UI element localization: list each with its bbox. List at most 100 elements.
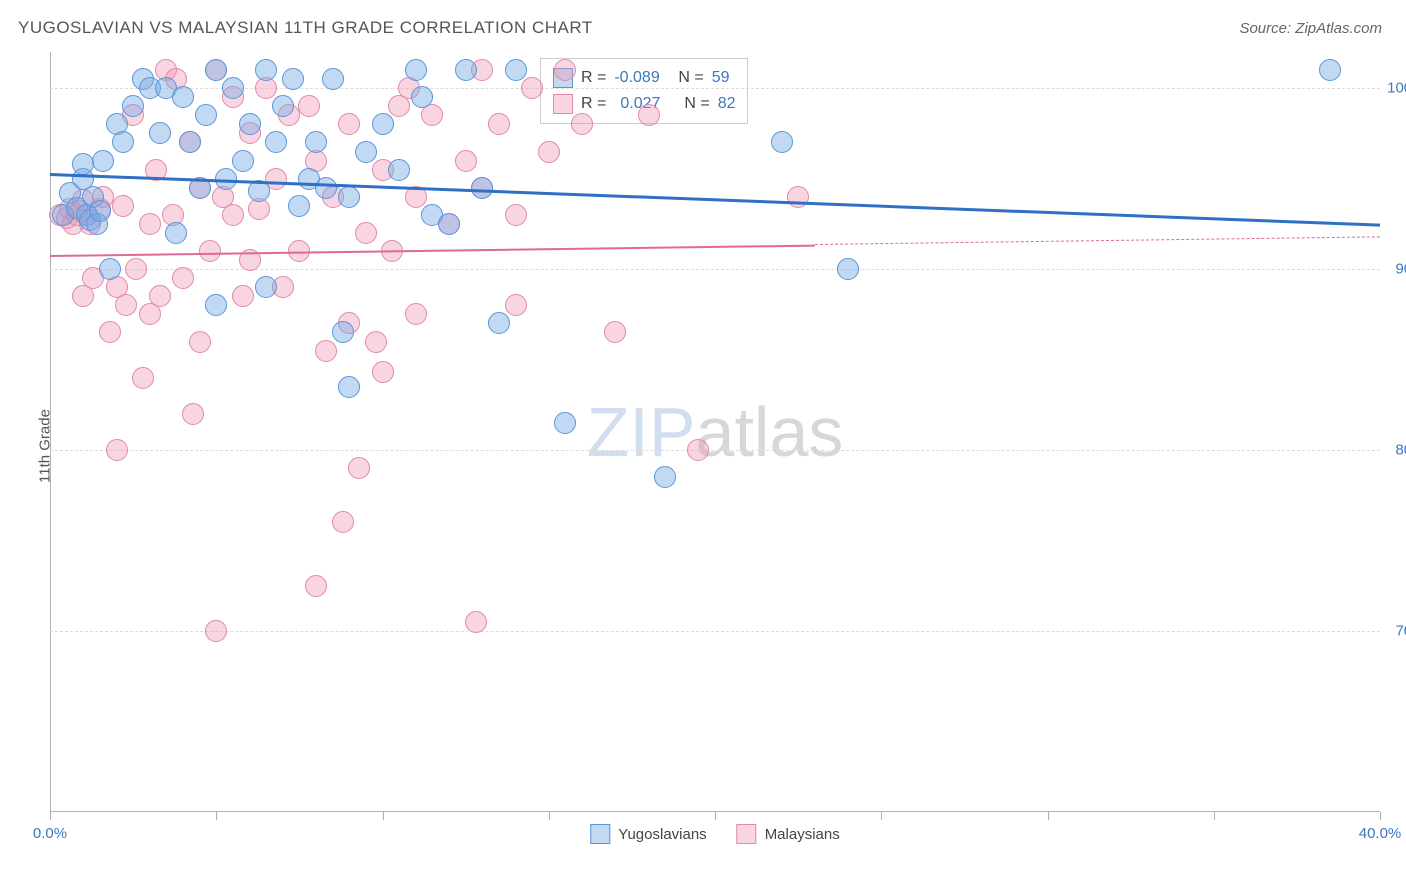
data-point (189, 331, 211, 353)
data-point (172, 267, 194, 289)
x-tick (216, 812, 217, 820)
legend-item-yugoslavians: Yugoslavians (590, 824, 706, 844)
data-point (837, 258, 859, 280)
data-point (205, 294, 227, 316)
x-tick (549, 812, 550, 820)
data-point (172, 86, 194, 108)
data-point (255, 276, 277, 298)
data-point (315, 340, 337, 362)
swatch-malaysians (553, 94, 573, 114)
y-tick-label: 70.0% (1384, 623, 1406, 640)
y-tick-label: 80.0% (1384, 442, 1406, 459)
data-point (488, 312, 510, 334)
gridline (50, 88, 1380, 89)
legend-row-yugoslavians: R = -0.089 N = 59 (553, 65, 735, 91)
data-point (405, 59, 427, 81)
source-attribution: Source: ZipAtlas.com (1239, 20, 1382, 37)
legend-label-yugoslavians: Yugoslavians (618, 826, 706, 843)
data-point (538, 141, 560, 163)
data-point (488, 113, 510, 135)
data-point (505, 204, 527, 226)
data-point (554, 59, 576, 81)
trend-line (815, 237, 1380, 246)
x-tick (1214, 812, 1215, 820)
x-tick (881, 812, 882, 820)
data-point (182, 403, 204, 425)
data-point (322, 68, 344, 90)
data-point (272, 95, 294, 117)
data-point (222, 77, 244, 99)
data-point (438, 213, 460, 235)
data-point (405, 303, 427, 325)
scatter-plot: ZIPatlas R = -0.089 N = 59 R = 0.027 N =… (50, 52, 1380, 812)
watermark: ZIPatlas (587, 392, 844, 472)
data-point (205, 59, 227, 81)
data-point (338, 186, 360, 208)
data-point (521, 77, 543, 99)
x-tick (1048, 812, 1049, 820)
data-point (604, 321, 626, 343)
data-point (355, 141, 377, 163)
data-point (72, 153, 94, 175)
data-point (112, 195, 134, 217)
data-point (125, 258, 147, 280)
x-tick (383, 812, 384, 820)
data-point (372, 361, 394, 383)
data-point (1319, 59, 1341, 81)
swatch-malaysians-icon (737, 824, 757, 844)
data-point (106, 439, 128, 461)
data-point (505, 294, 527, 316)
data-point (239, 113, 261, 135)
data-point (92, 150, 114, 172)
data-point (132, 367, 154, 389)
data-point (139, 213, 161, 235)
data-point (471, 177, 493, 199)
data-point (455, 59, 477, 81)
data-point (195, 104, 217, 126)
data-point (205, 620, 227, 642)
data-point (332, 321, 354, 343)
data-point (149, 122, 171, 144)
swatch-yugoslavians-icon (590, 824, 610, 844)
data-point (654, 466, 676, 488)
data-point (338, 376, 360, 398)
data-point (355, 222, 377, 244)
data-point (99, 321, 121, 343)
data-point (149, 285, 171, 307)
series-legend: Yugoslavians Malaysians (590, 824, 839, 844)
data-point (365, 331, 387, 353)
data-point (199, 240, 221, 262)
data-point (455, 150, 477, 172)
data-point (255, 59, 277, 81)
data-point (332, 511, 354, 533)
data-point (338, 113, 360, 135)
data-point (232, 285, 254, 307)
x-tick (715, 812, 716, 820)
data-point (638, 104, 660, 126)
trend-line (50, 244, 815, 256)
data-point (305, 575, 327, 597)
legend-item-malaysians: Malaysians (737, 824, 840, 844)
data-point (465, 611, 487, 633)
data-point (554, 412, 576, 434)
x-tick (50, 812, 51, 820)
data-point (232, 150, 254, 172)
data-point (288, 195, 310, 217)
legend-label-malaysians: Malaysians (765, 826, 840, 843)
y-tick-label: 90.0% (1384, 261, 1406, 278)
data-point (112, 131, 134, 153)
data-point (99, 258, 121, 280)
data-point (298, 95, 320, 117)
data-point (411, 86, 433, 108)
x-tick (1380, 812, 1381, 820)
gridline (50, 450, 1380, 451)
data-point (571, 113, 593, 135)
data-point (179, 131, 201, 153)
data-point (265, 131, 287, 153)
y-axis-line (50, 52, 51, 812)
data-point (115, 294, 137, 316)
data-point (165, 222, 187, 244)
data-point (122, 95, 144, 117)
x-tick-label: 0.0% (33, 825, 67, 842)
trend-line (50, 173, 1380, 227)
